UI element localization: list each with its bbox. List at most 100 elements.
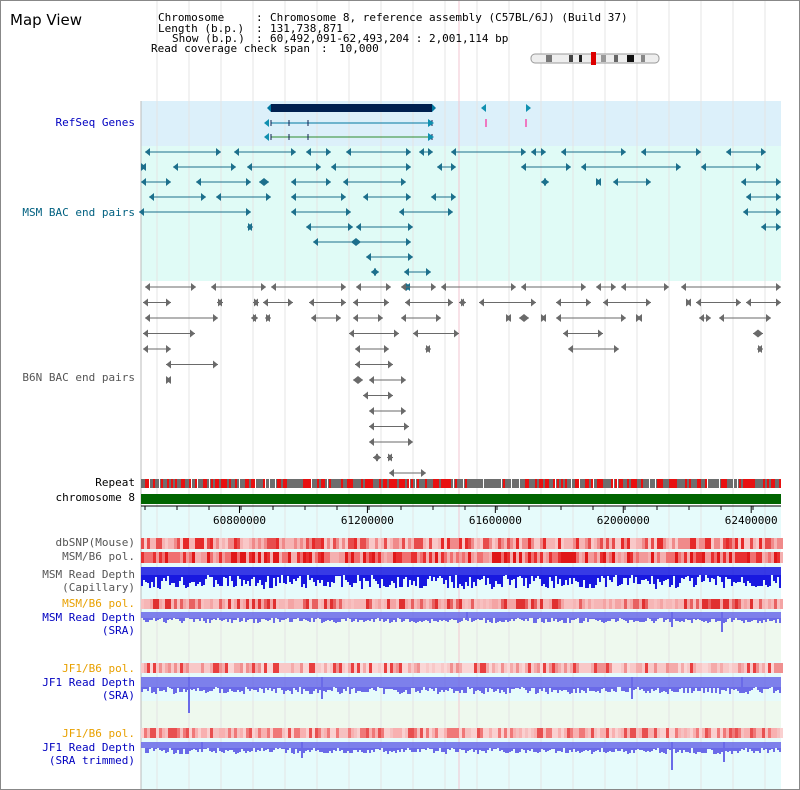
track-label-jf1-depth-sra[interactable]: JF1 Read Depth (42, 676, 135, 689)
jf1-depth-trim-bar (223, 748, 225, 753)
track-label-b6n-bac[interactable]: B6N BAC end pairs (22, 371, 135, 384)
msm-depth-sra-bar (753, 618, 755, 620)
msm-b6-pol-strip-cell (663, 552, 666, 563)
dbsnp-strip-cell (180, 538, 183, 549)
jf1-depth-trim-bar (535, 748, 537, 752)
jf1-b6-pol-strip-cell (297, 663, 300, 673)
jf1-b6-pol-trim-strip-cell (639, 728, 642, 738)
track-label-msm-depth-sra-sub: (SRA) (101, 624, 135, 637)
dbsnp-strip-cell (747, 538, 750, 549)
track-label-msm-depth-sra[interactable]: MSM Read Depth (42, 611, 135, 624)
b6n-pair-end (479, 298, 484, 307)
dbsnp-strip-cell (495, 538, 498, 549)
jf1-b6-pol-trim-strip-cell (675, 728, 678, 738)
msm-depth-capillary-bar (671, 575, 673, 585)
msm-b6-pol-sra-strip-cell (732, 599, 735, 609)
msm-pair-end (141, 178, 146, 186)
track-label-jf1-b6-pol-trim[interactable]: JF1/B6 pol. (62, 727, 135, 740)
msm-depth-capillary-bar (513, 575, 515, 579)
msm-depth-capillary-bar (437, 575, 439, 578)
msm-depth-capillary-bar (287, 575, 289, 576)
msm-depth-capillary-bar (657, 575, 659, 579)
b6n-pair-end (636, 314, 641, 322)
jf1-b6-pol-trim-strip-cell (408, 728, 411, 738)
jf1-b6-pol-trim-strip-cell (738, 728, 741, 738)
track-label-jf1-depth-trim[interactable]: JF1 Read Depth (42, 741, 135, 754)
dbsnp-strip-cell (696, 538, 699, 549)
jf1-depth-sra-bar (449, 687, 451, 688)
jf1-depth-sra-bar (667, 687, 669, 694)
jf1-b6-pol-strip-cell (195, 663, 198, 673)
jf1-b6-pol-strip-cell (732, 663, 735, 673)
msm-depth-sra-bar (301, 618, 303, 621)
msm-depth-capillary-bar (383, 575, 385, 586)
dbsnp-strip-cell (744, 538, 747, 549)
msm-b6-pol-sra-strip-cell (465, 599, 468, 609)
jf1-depth-sra-bar (613, 687, 615, 691)
msm-b6-pol-sra-strip-cell (777, 599, 780, 609)
jf1-depth-sra-bar (533, 687, 535, 688)
jf1-b6-pol-strip-cell (585, 663, 588, 673)
msm-depth-capillary-bar (229, 575, 231, 576)
track-label-dbsnp[interactable]: dbSNP(Mouse) (55, 536, 135, 549)
msm-pair-end (401, 178, 406, 186)
jf1-depth-sra-bar (739, 687, 741, 693)
dbsnp-strip-cell (648, 538, 651, 549)
msm-depth-capillary-bar (669, 575, 671, 587)
jf1-depth-sra-bar (339, 687, 341, 694)
jf1-depth-trim-bar (229, 748, 231, 750)
jf1-b6-pol-strip-cell (462, 663, 465, 673)
msm-b6-pol-sra-strip-cell (720, 599, 723, 609)
msm-depth-sra-bar (519, 618, 521, 619)
msm-depth-sra-bar (475, 618, 477, 620)
msm-depth-capillary-bar (571, 575, 573, 584)
msm-depth-capillary-bar (215, 575, 217, 580)
track-label-refseq[interactable]: RefSeq Genes (55, 116, 135, 129)
jf1-depth-sra-bar (643, 687, 645, 691)
msm-pair-end (566, 163, 571, 171)
msm-b6-pol-sra-strip-cell (573, 599, 576, 609)
track-label-msm-bac[interactable]: MSM BAC end pairs (22, 206, 135, 219)
msm-depth-capillary-bar (731, 575, 733, 586)
jf1-b6-pol-strip-cell (657, 663, 660, 673)
msm-depth-sra-bar (295, 618, 297, 619)
msm-depth-sra-bar (191, 618, 193, 619)
jf1-depth-trim-bar (623, 748, 625, 752)
track-label-msm-b6-pol-sra[interactable]: MSM/B6 pol. (62, 597, 135, 610)
jf1-b6-pol-trim-strip-cell (555, 728, 558, 738)
dbsnp-strip-cell (393, 538, 396, 549)
jf1-depth-sra-bar (501, 687, 503, 690)
jf1-b6-pol-strip-cell (630, 663, 633, 673)
track-label-msm-b6-pol[interactable]: MSM/B6 pol. (62, 550, 135, 563)
repeat-element (437, 479, 439, 488)
msm-pair-end (701, 163, 706, 171)
msm-depth-sra-bar (145, 618, 147, 622)
msm-depth-sra-bar (515, 618, 517, 619)
msm-b6-pol-sra-strip-cell (600, 599, 603, 609)
jf1-depth-sra-bar (427, 687, 429, 691)
jf1-depth-sra-bar (351, 687, 353, 689)
jf1-b6-pol-trim-strip-cell (492, 728, 495, 738)
msm-b6-pol-strip-cell (276, 552, 279, 563)
msm-depth-sra-bar (257, 618, 259, 623)
jf1-b6-pol-trim-strip-cell (180, 728, 183, 738)
track-label-jf1-b6-pol[interactable]: JF1/B6 pol. (62, 662, 135, 675)
msm-b6-pol-strip-cell (609, 552, 612, 563)
jf1-depth-sra-bar (593, 687, 595, 691)
msm-depth-capillary-bar (185, 575, 187, 588)
b6n-pair-end (145, 283, 150, 291)
jf1-depth-trim-bar (185, 748, 187, 754)
repeat-element (669, 479, 671, 488)
jf1-depth-sra-bar (767, 687, 769, 689)
jf1-depth-trim-bar (405, 748, 407, 750)
jf1-depth-trim-bar (371, 748, 373, 750)
jf1-depth-trim-bar (517, 748, 519, 753)
msm-b6-pol-sra-strip-cell (405, 599, 408, 609)
msm-b6-pol-sra-strip-cell (714, 599, 717, 609)
strand-arrow (428, 119, 434, 127)
jf1-depth-sra-bar (303, 687, 305, 689)
track-label-msm-depth-cap[interactable]: MSM Read Depth (42, 568, 135, 581)
jf1-depth-trim-bar (621, 748, 623, 749)
jf1-depth-sra-bar (601, 687, 603, 689)
jf1-depth-trim-bar (441, 748, 443, 752)
